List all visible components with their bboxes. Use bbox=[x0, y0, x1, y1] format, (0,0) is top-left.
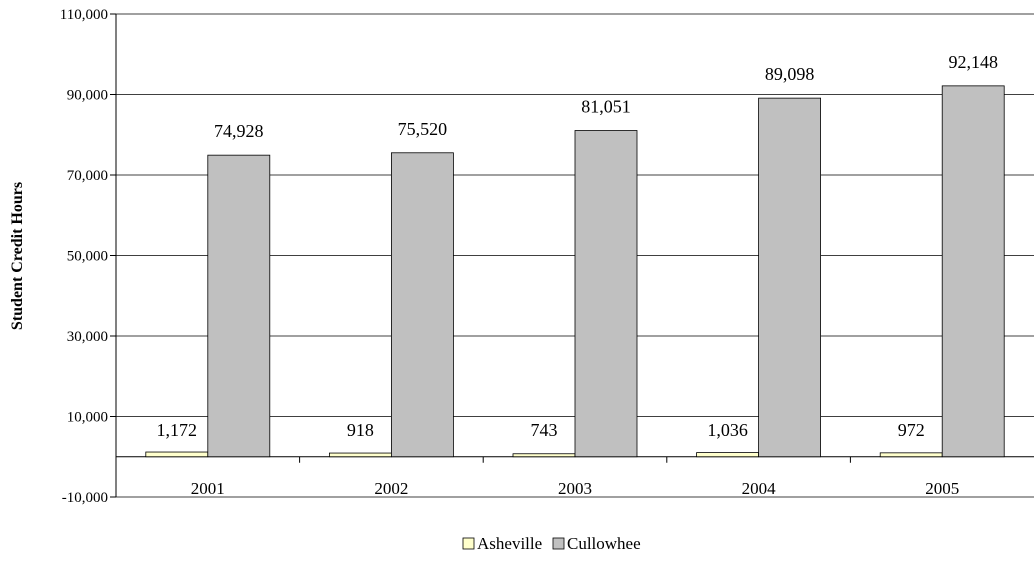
y-tick-label: 30,000 bbox=[67, 329, 108, 345]
y-tick-label: -10,000 bbox=[62, 490, 108, 506]
data-label-cullowhee-2003: 81,051 bbox=[581, 97, 631, 117]
data-label-asheville-2001: 1,172 bbox=[157, 420, 198, 440]
y-tick-label: 50,000 bbox=[67, 249, 108, 265]
bar-asheville-2005 bbox=[879, 452, 943, 458]
bar-cullowhee-2001 bbox=[207, 154, 271, 458]
data-labels: 1,172 74,928 918 75,520 743 81,051 1,036 89,098… bbox=[157, 52, 998, 440]
y-axis-title: Student Credit Hours bbox=[9, 182, 26, 330]
data-label-asheville-2002: 918 bbox=[347, 420, 374, 440]
data-label-cullowhee-2002: 75,520 bbox=[398, 119, 448, 139]
data-label-cullowhee-2004: 89,098 bbox=[765, 64, 815, 84]
legend-swatch-cullowhee bbox=[552, 537, 565, 550]
x-tick-label: 2005 bbox=[925, 479, 959, 498]
bar-cullowhee-2005 bbox=[941, 85, 1005, 458]
data-label-cullowhee-2005: 92,148 bbox=[948, 52, 998, 72]
legend-swatch-asheville bbox=[462, 537, 475, 550]
x-tick-label: 2004 bbox=[742, 479, 777, 498]
x-tick-label: 2002 bbox=[374, 479, 408, 498]
x-tick-label: 2001 bbox=[191, 479, 225, 498]
x-tick-label: 2003 bbox=[558, 479, 592, 498]
bar-cullowhee-2004 bbox=[758, 97, 821, 458]
bar-cullowhee-2003 bbox=[574, 130, 638, 458]
bars bbox=[145, 85, 1005, 458]
bar-asheville-2001 bbox=[145, 451, 209, 458]
y-tick-label: 110,000 bbox=[60, 7, 108, 23]
bar-asheville-2002 bbox=[328, 452, 392, 458]
bar-asheville-2004 bbox=[696, 452, 759, 458]
legend-label-cullowhee: Cullowhee bbox=[567, 534, 641, 553]
y-tick-label: 70,000 bbox=[67, 168, 108, 184]
data-label-asheville-2004: 1,036 bbox=[707, 420, 748, 440]
data-label-asheville-2003: 743 bbox=[531, 420, 558, 440]
data-label-asheville-2005: 972 bbox=[898, 420, 925, 440]
axes: -10,000 10,000 30,000 50,000 70,000 90,000 110… bbox=[60, 7, 1034, 506]
bar-asheville-2003 bbox=[512, 453, 576, 458]
y-tick-label: 90,000 bbox=[67, 88, 108, 104]
bar-cullowhee-2002 bbox=[390, 152, 454, 458]
data-label-cullowhee-2001: 74,928 bbox=[214, 121, 264, 141]
legend: Asheville Cullowhee bbox=[462, 534, 641, 553]
legend-label-asheville: Asheville bbox=[477, 534, 542, 553]
y-tick-label: 10,000 bbox=[67, 410, 108, 426]
